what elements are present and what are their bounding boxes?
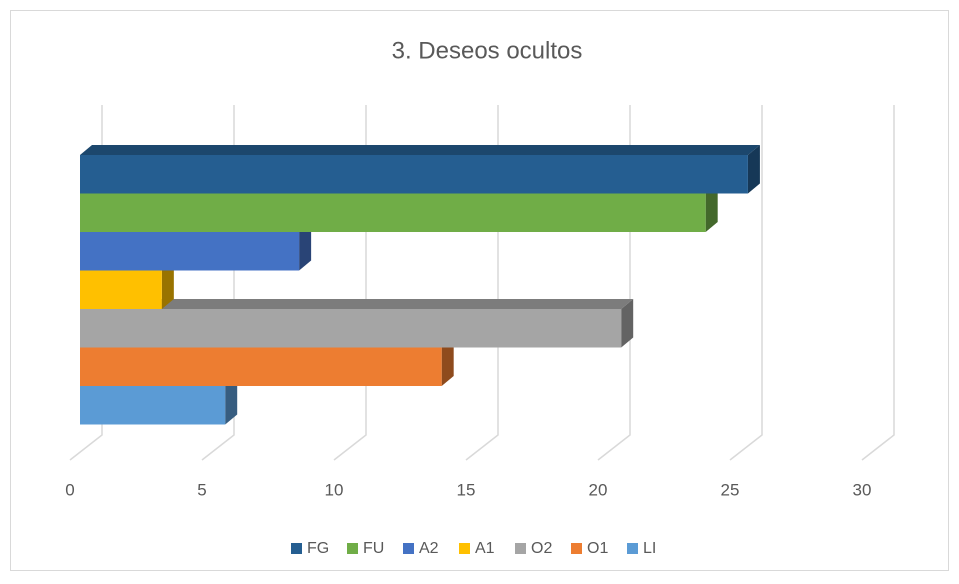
bar (80, 232, 300, 271)
x-tick-label: 20 (589, 480, 608, 499)
grid-line (729, 105, 763, 461)
bar (80, 347, 442, 386)
legend-label: A1 (475, 540, 495, 557)
legend-label: LI (643, 540, 656, 557)
chart-title: 3. Deseos ocultos (392, 37, 583, 64)
bar-side (299, 222, 312, 271)
bar-side (441, 337, 454, 386)
x-tick-label: 10 (325, 480, 344, 499)
bar (80, 309, 622, 348)
bar-top (80, 299, 634, 309)
x-tick-label: 5 (197, 480, 206, 499)
bar-side (747, 145, 760, 194)
bar (80, 193, 706, 232)
x-tick-label: 15 (457, 480, 476, 499)
bar (80, 386, 226, 425)
x-tick-label: 0 (65, 480, 74, 499)
grid-line (861, 105, 895, 461)
legend-label: O1 (587, 540, 608, 557)
bar-side (161, 260, 174, 309)
bar-top (80, 145, 760, 155)
legend-label: A2 (419, 540, 439, 557)
x-tick-label: 30 (853, 480, 872, 499)
x-tick-label: 25 (721, 480, 740, 499)
legend-swatch (459, 543, 470, 554)
bar-side (225, 376, 238, 425)
legend-label: FG (307, 540, 329, 557)
bar (80, 155, 748, 194)
legend-swatch (291, 543, 302, 554)
bar-side (705, 183, 718, 232)
legend-swatch (515, 543, 526, 554)
legend-swatch (627, 543, 638, 554)
bar-side (621, 299, 634, 348)
bar (80, 270, 162, 309)
legend-swatch (571, 543, 582, 554)
legend-label: FU (363, 540, 384, 557)
legend-swatch (347, 543, 358, 554)
legend-swatch (403, 543, 414, 554)
legend-label: O2 (531, 540, 552, 557)
